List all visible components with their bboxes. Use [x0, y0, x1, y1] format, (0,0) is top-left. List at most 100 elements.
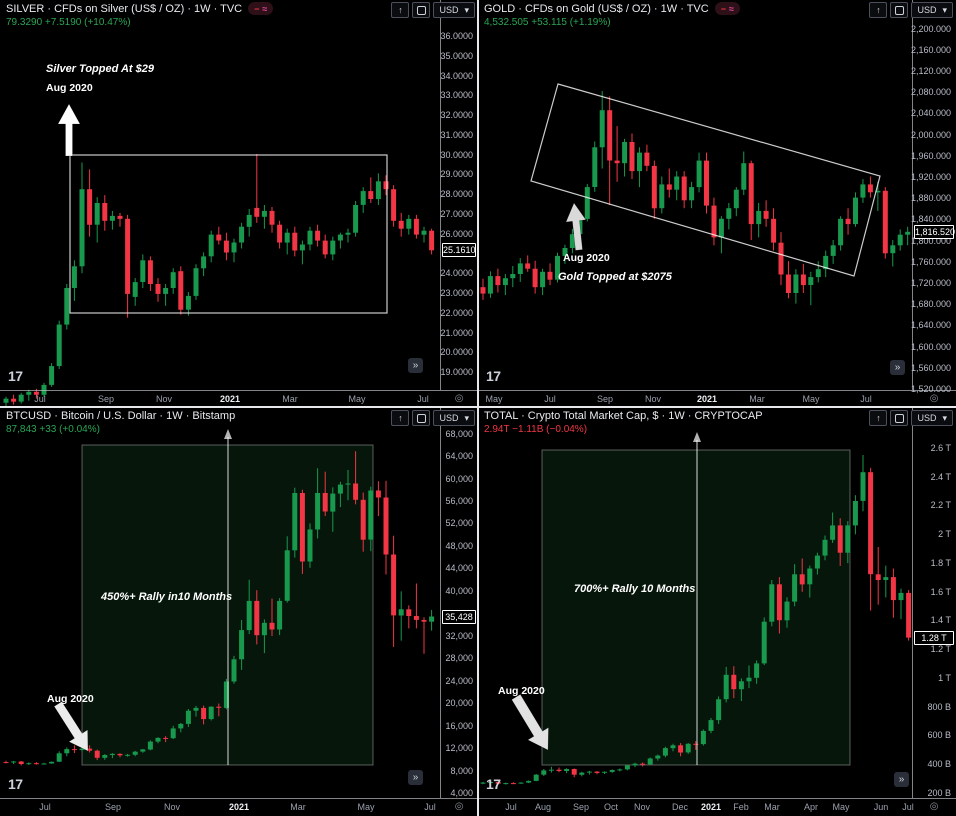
panel-silver: 36.0000 35.0000 34.0000 33.0000 32.0000 31.00… [0, 0, 478, 408]
silver-header: SILVER · CFDs on Silver (US$ / OZ) · 1W … [6, 2, 274, 28]
drawing-arrow[interactable] [57, 103, 81, 157]
chevron-down-icon: ▾ [942, 412, 947, 423]
btcusd-price-axis[interactable]: 68,000 64,000 60,000 56,000 52,000 48,000 44,0… [440, 408, 478, 798]
tradingview-logo[interactable]: 17 [486, 776, 501, 792]
price-tick: 16,000 [445, 720, 473, 731]
scroll-to-recent-button[interactable]: » [890, 360, 905, 375]
annotation-text: 700%+ Rally 10 Months [574, 583, 696, 595]
drawing-arrow[interactable] [565, 202, 587, 251]
chevron-down-icon: ▾ [464, 4, 469, 15]
price-tick: 52,000 [445, 518, 473, 529]
axis-settings-icon[interactable]: ◎ [929, 393, 939, 404]
restore-icon [416, 413, 426, 423]
time-label: Mar [749, 394, 765, 404]
symbol-title[interactable]: TOTAL · Crypto Total Market Cap, $ · 1W … [484, 410, 763, 422]
scroll-to-recent-button[interactable]: » [408, 358, 423, 373]
indicator-badge[interactable]: − ≈ [248, 2, 274, 15]
symbol-title[interactable]: BTCUSD · Bitcoin / U.S. Dollar · 1W · Bi… [6, 410, 236, 422]
pane-separator-horizontal[interactable] [0, 406, 956, 408]
drawing-trend-channel[interactable] [530, 83, 881, 277]
tradingview-logo[interactable]: 17 [8, 368, 23, 384]
wave-icon: ≈ [728, 3, 734, 14]
price-tick: 400 B [927, 759, 951, 770]
chevron-down-icon: ▾ [942, 4, 947, 15]
publish-arrow-button[interactable]: ↑ [869, 410, 888, 426]
currency-dropdown[interactable]: USD ▾ [911, 410, 953, 426]
publish-arrow-button[interactable]: ↑ [391, 2, 410, 18]
drawing-shade-box[interactable] [541, 449, 851, 766]
price-tick: 1.8 T [930, 557, 951, 568]
price-tick: 24,000 [445, 675, 473, 686]
publish-arrow-button[interactable]: ↑ [391, 410, 410, 426]
scroll-to-recent-button[interactable]: » [408, 770, 423, 785]
publish-arrow-button[interactable]: ↑ [869, 2, 888, 18]
axis-settings-icon[interactable]: ◎ [454, 393, 464, 404]
tradingview-logo[interactable]: 17 [486, 368, 501, 384]
scroll-to-recent-button[interactable]: » [894, 772, 909, 787]
total-time-axis[interactable]: Jul Aug Sep Oct Nov Dec 2021 Feb Mar Apr May Jun Jul… [478, 798, 956, 816]
price-tick: 2,160.000 [910, 44, 951, 55]
axis-settings-icon[interactable]: ◎ [929, 801, 939, 812]
btcusd-header: BTCUSD · Bitcoin / U.S. Dollar · 1W · Bi… [6, 410, 235, 435]
total-chart-canvas[interactable] [478, 408, 912, 814]
pane-separator-vertical[interactable] [477, 0, 479, 816]
gold-chart-canvas[interactable] [478, 0, 912, 406]
price-tick: 2,120.000 [910, 66, 951, 76]
price-tick: 20.0000 [440, 347, 473, 358]
silver-price-axis[interactable]: 36.0000 35.0000 34.0000 33.0000 32.0000 31.00… [440, 0, 478, 390]
time-label: Dec [671, 802, 689, 812]
silver-chart-canvas[interactable] [0, 0, 440, 406]
time-label: 2021 [700, 802, 722, 812]
currency-dropdown[interactable]: USD ▾ [433, 410, 475, 426]
restore-chart-button[interactable] [890, 410, 909, 426]
time-label: May [357, 802, 375, 812]
drawing-arrow[interactable] [53, 701, 89, 752]
time-label: Jun [873, 802, 889, 812]
time-label: Nov [155, 394, 173, 404]
price-tick: 1.2 T [930, 644, 951, 655]
tradingview-logo[interactable]: 17 [8, 776, 23, 792]
restore-chart-button[interactable] [412, 2, 431, 18]
annotation-text: 450%+ Rally in10 Months [101, 591, 233, 603]
time-label: Apr [803, 802, 819, 812]
price-tick: 1,840.000 [910, 214, 951, 225]
restore-chart-button[interactable] [890, 2, 909, 18]
gold-controls: ↑ USD ▾ [869, 2, 953, 18]
total-price-axis[interactable]: 2.6 T 2.4 T 2.2 T 2 T 1.8 T 1.6 T 1.4 T 1.2 T 1 … [912, 408, 956, 798]
time-label: Mar [282, 394, 298, 404]
time-label: Jul [39, 802, 51, 812]
total-controls: ↑ USD ▾ [869, 410, 953, 426]
btcusd-time-axis[interactable]: Jul Sep Nov 2021 Mar May Jul ◎ [0, 798, 478, 816]
currency-label: USD [439, 413, 459, 423]
silver-time-axis[interactable]: Jul Sep Nov 2021 Mar May Jul ◎ [0, 390, 478, 408]
price-tick: 1,880.000 [910, 193, 951, 204]
time-label: Nov [163, 802, 181, 812]
gold-time-axis[interactable]: May Jul Sep Nov 2021 Mar May Jul ◎ [478, 390, 956, 408]
restore-icon [894, 413, 904, 423]
restore-chart-button[interactable] [412, 410, 431, 426]
price-tick: 40,000 [445, 585, 473, 596]
price-tick: 1,720.000 [910, 278, 951, 288]
price-tick: 600 B [927, 730, 951, 741]
gold-price-axis[interactable]: 2,200.000 2,160.000 2,120.000 2,080.000 2,04… [910, 0, 956, 394]
axis-settings-icon[interactable]: ◎ [454, 801, 464, 812]
price-tick: 64,000 [445, 451, 473, 461]
price-tick: 30.0000 [440, 149, 473, 160]
indicator-badge[interactable]: − ≈ [714, 2, 740, 15]
btcusd-chart-canvas[interactable] [0, 408, 440, 814]
annotation-text: Aug 2020 [47, 693, 94, 705]
price-tick: 1,960.000 [910, 150, 951, 161]
drawing-price-box[interactable] [69, 154, 388, 314]
total-header: TOTAL · Crypto Total Market Cap, $ · 1W … [484, 410, 763, 435]
price-tick: 2.4 T [930, 471, 951, 482]
price-tick: 48,000 [445, 540, 473, 551]
time-label: 2021 [219, 394, 241, 404]
price-tick: 1,800.000 [910, 235, 951, 246]
price-tick: 2 T [938, 529, 951, 540]
currency-dropdown[interactable]: USD ▾ [911, 2, 953, 18]
symbol-title[interactable]: SILVER · CFDs on Silver (US$ / OZ) · 1W … [6, 2, 243, 15]
drawing-arrow[interactable] [511, 694, 549, 751]
currency-dropdown[interactable]: USD ▾ [433, 2, 475, 18]
time-label: Jul [417, 394, 429, 404]
symbol-title[interactable]: GOLD · CFDs on Gold (US$ / OZ) · 1W · TV… [484, 2, 709, 15]
